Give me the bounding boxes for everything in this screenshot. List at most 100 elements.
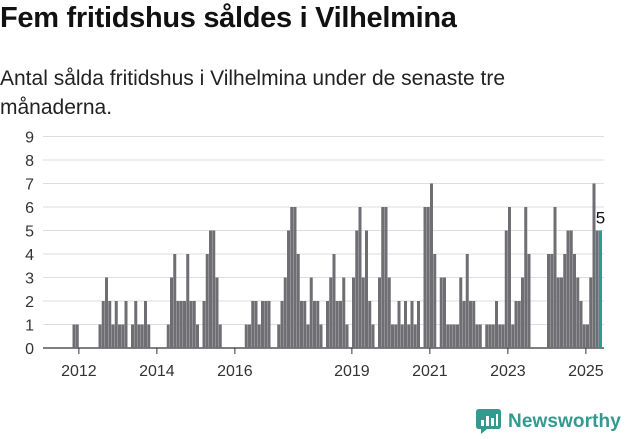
bar [475, 324, 479, 348]
y-tick-label: 2 [25, 294, 34, 311]
newsworthy-logo-text: Newsworthy [508, 410, 621, 432]
y-tick-label: 4 [25, 247, 34, 264]
bar [576, 277, 580, 348]
x-tick-label: 2016 [217, 363, 253, 380]
bar [485, 324, 489, 348]
bar [293, 207, 297, 348]
bar [339, 301, 342, 348]
x-tick-label: 2014 [139, 363, 175, 380]
bar [456, 324, 459, 348]
bar [563, 254, 567, 348]
y-tick-label: 7 [25, 177, 34, 194]
bar [433, 254, 437, 348]
bar [394, 324, 398, 348]
bar [465, 254, 469, 348]
bar [586, 324, 589, 348]
chart-subtitle: Antal sålda fritidshus i Vilhelmina unde… [0, 67, 506, 119]
bar [267, 301, 271, 348]
bar [75, 324, 79, 348]
bar [488, 324, 492, 348]
bar [371, 324, 375, 348]
x-tick-label: 2019 [334, 363, 370, 380]
x-tick-label: 2025 [568, 363, 604, 380]
y-tick-label: 1 [25, 318, 34, 335]
y-tick-label: 9 [25, 130, 34, 147]
y-tick-label: 0 [25, 341, 34, 358]
x-axis-ticks: 2012 2014 2016 2019 2021 2023 2025 [61, 348, 604, 380]
bar [173, 254, 177, 348]
bar [517, 301, 521, 348]
bar [98, 324, 102, 348]
bar [368, 301, 372, 348]
bar [179, 301, 183, 348]
bar [118, 324, 121, 348]
bar [498, 324, 502, 348]
bar-highlight [599, 230, 602, 348]
bar [192, 301, 196, 348]
x-tick-label: 2021 [412, 363, 448, 380]
bar [144, 301, 147, 348]
bar [592, 183, 596, 348]
bar [280, 301, 284, 348]
bar [556, 277, 560, 348]
bar [345, 324, 349, 348]
bar [439, 277, 443, 348]
bar [573, 254, 576, 348]
bar [495, 301, 498, 348]
bar [121, 324, 125, 348]
bar [261, 301, 264, 348]
bar [511, 324, 515, 348]
bar [462, 301, 466, 348]
bar [134, 301, 138, 348]
bar [277, 324, 281, 348]
bar [407, 324, 411, 348]
bar [469, 301, 472, 348]
bar [140, 324, 144, 348]
bar [384, 207, 388, 348]
bar [459, 277, 463, 348]
chart-title: Fem fritidshus såldes i Vilhelmina [0, 2, 457, 34]
bar [443, 277, 446, 348]
bar [124, 301, 128, 348]
bar [244, 324, 248, 348]
y-tick-label: 5 [25, 224, 34, 241]
bar [205, 254, 209, 348]
bar [521, 277, 524, 348]
bar [426, 207, 430, 348]
bar [387, 277, 391, 348]
bar [332, 254, 336, 348]
bar [430, 183, 433, 348]
bar [264, 301, 268, 348]
bar [189, 301, 193, 348]
bar [365, 230, 368, 348]
bar [248, 324, 251, 348]
bar [137, 324, 141, 348]
bar [579, 301, 583, 348]
bar [335, 301, 339, 348]
bar [101, 301, 105, 348]
bar [170, 277, 173, 348]
bar [342, 277, 346, 348]
bar [560, 277, 563, 348]
bar [72, 324, 76, 348]
bar [114, 301, 118, 348]
bar [410, 301, 414, 348]
y-tick-label: 8 [25, 153, 34, 170]
bar [319, 324, 323, 348]
bar [400, 324, 404, 348]
bar [361, 277, 365, 348]
bar [508, 207, 511, 348]
bar [306, 324, 310, 348]
bar [452, 324, 456, 348]
bar [329, 277, 333, 348]
bar [397, 301, 401, 348]
bar [251, 301, 255, 348]
bar [504, 230, 508, 348]
bar [296, 254, 300, 348]
bar [491, 324, 495, 348]
bar [300, 301, 303, 348]
bar [472, 301, 476, 348]
bar [566, 230, 570, 348]
data-label: 5 [596, 209, 605, 228]
bar [417, 301, 420, 348]
